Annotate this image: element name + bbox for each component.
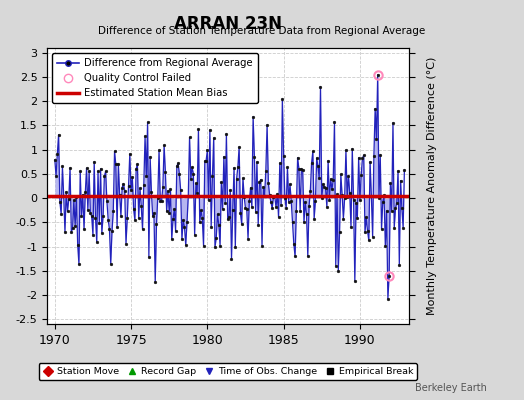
Y-axis label: Monthly Temperature Anomaly Difference (°C): Monthly Temperature Anomaly Difference (… [428, 57, 438, 315]
Text: Difference of Station Temperature Data from Regional Average: Difference of Station Temperature Data f… [99, 26, 425, 36]
Legend: Station Move, Record Gap, Time of Obs. Change, Empirical Break: Station Move, Record Gap, Time of Obs. C… [39, 364, 417, 380]
Text: Berkeley Earth: Berkeley Earth [416, 383, 487, 393]
Title: ARRAN 23N: ARRAN 23N [174, 14, 282, 32]
